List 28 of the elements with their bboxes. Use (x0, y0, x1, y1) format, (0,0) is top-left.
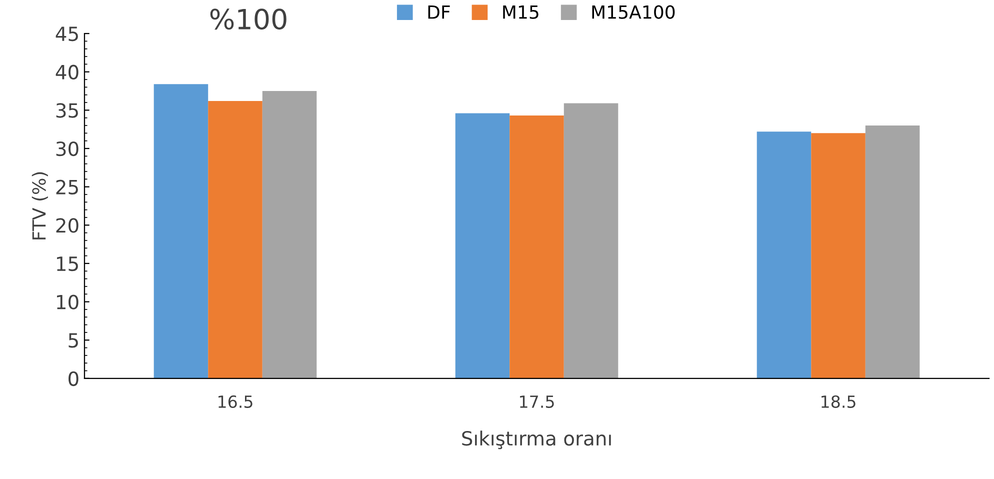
bar (564, 103, 618, 378)
bar (208, 100, 262, 378)
bar (154, 84, 208, 378)
y-tick-label: 30 (56, 141, 78, 156)
bar (865, 126, 920, 378)
x-tick-label: 18.5 (822, 395, 856, 408)
bar (756, 132, 812, 378)
y-tick-label: 25 (56, 180, 78, 194)
y-axis-title: FTV (%) (32, 172, 48, 240)
x-tick-label: 16.5 (218, 395, 252, 408)
bar (811, 133, 866, 378)
y-tick-label: 10 (57, 294, 78, 310)
bar (510, 116, 564, 378)
y-tick-label: 5 (68, 333, 78, 348)
y-tick-label: 35 (56, 103, 78, 118)
chart-title: %100 (210, 8, 286, 30)
x-tick-label: 17.5 (520, 396, 554, 408)
y-tick-label: 45 (56, 26, 78, 42)
legend-label: M15A100 (592, 5, 675, 19)
legend-label: M15 (503, 6, 538, 19)
y-tick-label: 40 (56, 64, 78, 80)
y-tick-label: 0 (68, 371, 78, 386)
x-axis-title: Sıkıştırma oranı (462, 430, 611, 450)
legend-label: DF (428, 6, 450, 19)
bar (455, 113, 510, 378)
y-tick-label: 15 (57, 256, 78, 272)
y-tick-label: 20 (56, 218, 78, 233)
bar (262, 91, 317, 378)
